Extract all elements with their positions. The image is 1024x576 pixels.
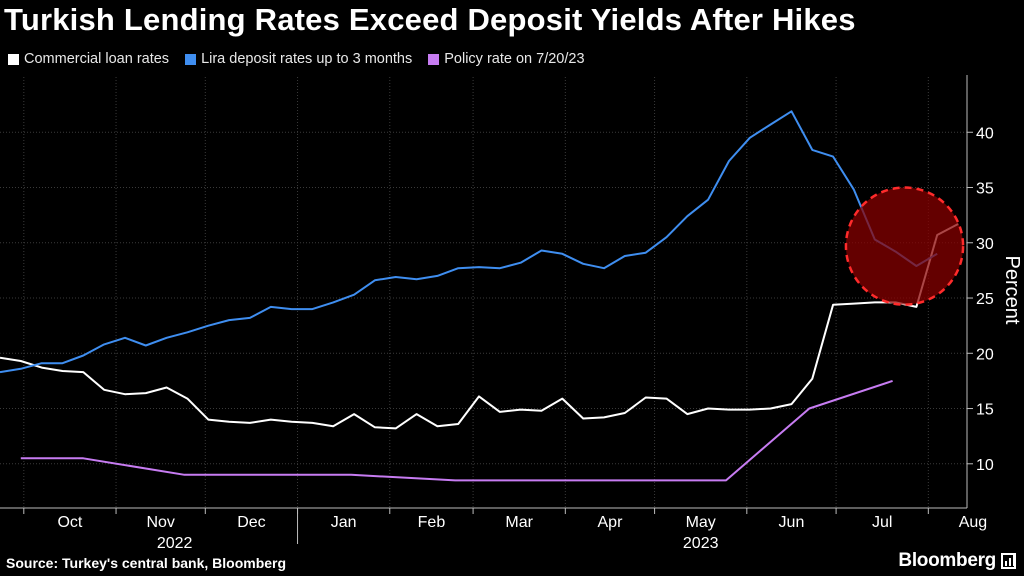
lira-deposit-rates-line bbox=[0, 110, 938, 374]
bloomberg-logo: Bloomberg bbox=[898, 550, 996, 571]
legend-item-policy-rate: Policy rate on 7/20/23 bbox=[428, 51, 585, 67]
x-tick-label-oct: Oct bbox=[57, 514, 82, 531]
legend: Commercial loan rates Lira deposit rates… bbox=[8, 51, 585, 67]
policy-rate-line bbox=[20, 379, 893, 482]
commercial-loan-rates-line bbox=[0, 223, 959, 430]
y-tick-label-20: 20 bbox=[976, 346, 994, 363]
source-note: Source: Turkey's central bank, Bloomberg bbox=[6, 555, 287, 571]
x-tick-label-aug: Aug bbox=[959, 514, 987, 531]
legend-label-policy-rate: Policy rate on 7/20/23 bbox=[444, 51, 585, 67]
legend-swatch-lira-deposit bbox=[185, 53, 197, 65]
legend-swatch-policy-rate bbox=[428, 53, 440, 65]
x-tick-label-jan: Jan bbox=[331, 514, 357, 531]
y-tick-label-10: 10 bbox=[976, 457, 994, 474]
highlight-circle bbox=[844, 186, 965, 306]
legend-item-commercial-loan: Commercial loan rates bbox=[8, 51, 169, 67]
bloomberg-mark-icon bbox=[1001, 553, 1016, 569]
legend-item-lira-deposit: Lira deposit rates up to 3 months bbox=[185, 51, 412, 67]
chart-title: Turkish Lending Rates Exceed Deposit Yie… bbox=[4, 2, 856, 37]
x-tick-label-jul: Jul bbox=[872, 514, 892, 531]
x-tick-label-jun: Jun bbox=[779, 514, 805, 531]
y-tick-label-40: 40 bbox=[976, 125, 994, 142]
y-tick-label-30: 30 bbox=[976, 236, 994, 253]
y-tick-label-35: 35 bbox=[976, 181, 994, 198]
year-label-2022: 2022 bbox=[157, 535, 193, 552]
legend-label-commercial-loan: Commercial loan rates bbox=[24, 51, 170, 67]
x-tick-label-mar: Mar bbox=[505, 514, 533, 531]
y-tick-label-15: 15 bbox=[976, 402, 994, 419]
x-tick-label-dec: Dec bbox=[237, 514, 265, 531]
legend-swatch-commercial-loan bbox=[8, 53, 19, 65]
x-tick-label-feb: Feb bbox=[418, 514, 446, 531]
legend-label-lira-deposit: Lira deposit rates up to 3 months bbox=[201, 51, 413, 67]
y-tick-label-25: 25 bbox=[976, 291, 994, 308]
year-label-2023: 2023 bbox=[683, 535, 719, 552]
x-tick-label-nov: Nov bbox=[146, 514, 174, 531]
x-tick-label-apr: Apr bbox=[598, 514, 624, 531]
y-axis-label: Percent bbox=[1001, 256, 1023, 325]
x-tick-label-may: May bbox=[686, 514, 716, 531]
